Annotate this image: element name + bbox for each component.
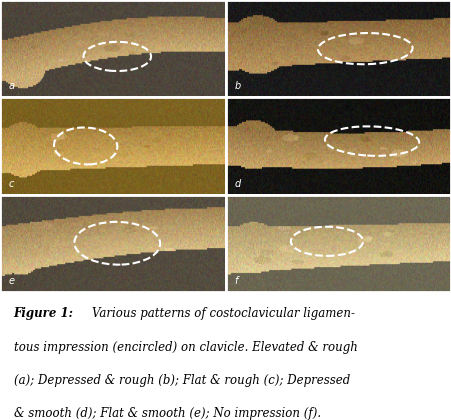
Text: b: b xyxy=(235,81,241,92)
Text: f: f xyxy=(235,276,238,286)
Text: c: c xyxy=(9,179,14,189)
Text: Various patterns of costoclavicular ligamen-: Various patterns of costoclavicular liga… xyxy=(92,307,355,320)
Text: e: e xyxy=(9,276,15,286)
Text: d: d xyxy=(235,179,241,189)
Text: a: a xyxy=(9,81,15,92)
Text: tous impression (encircled) on clavicle. Elevated & rough: tous impression (encircled) on clavicle.… xyxy=(14,341,357,354)
Text: & smooth (d); Flat & smooth (e); No impression (f).: & smooth (d); Flat & smooth (e); No impr… xyxy=(14,407,321,420)
Text: Figure 1:: Figure 1: xyxy=(14,307,74,320)
Text: (a); Depressed & rough (b); Flat & rough (c); Depressed: (a); Depressed & rough (b); Flat & rough… xyxy=(14,374,350,387)
